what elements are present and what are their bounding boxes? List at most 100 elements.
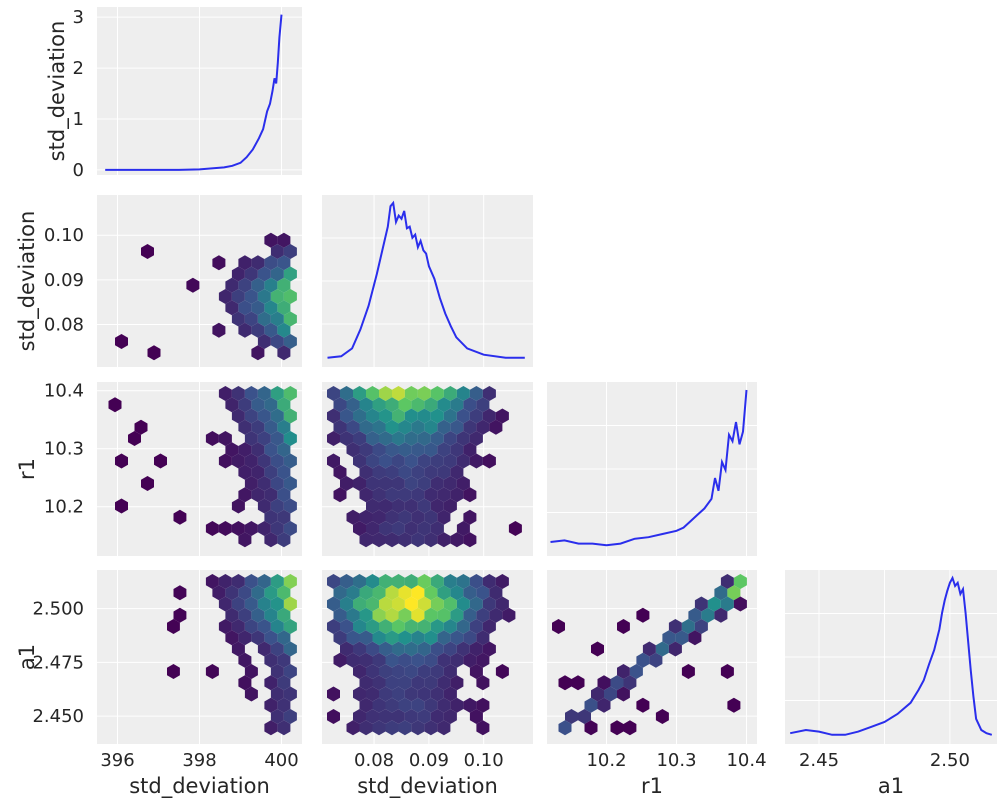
hexbin-cell [353, 686, 366, 702]
hexbin-cell [218, 453, 232, 469]
hexbin-cell [385, 397, 399, 413]
hexbin-cell [277, 300, 291, 316]
hexbin-cell [327, 596, 340, 612]
hexbin-cell [277, 345, 291, 361]
hexbin-cell [443, 686, 457, 702]
hexbin-cell [264, 532, 278, 548]
hexbin-cell [430, 664, 444, 679]
hexbin-cell [392, 686, 405, 702]
x-tick-label: 10.3 [656, 750, 696, 771]
hexbin-cell [372, 532, 386, 548]
hexbin-cell [238, 255, 252, 271]
hexbin-cell [437, 442, 451, 458]
hexbin-cell [366, 664, 379, 679]
hexbin-cell [450, 675, 464, 691]
hexbin-cell [463, 630, 477, 646]
hexbin-cell [379, 596, 392, 612]
hexbin-cell [238, 397, 252, 413]
hexbin-cell [251, 345, 265, 361]
hexbin-cell [591, 641, 604, 657]
hexbin-cell [482, 641, 496, 657]
hexbin-cell [392, 596, 405, 612]
y-tick-label: 0.09 [44, 270, 84, 291]
hexbin-cell [623, 675, 637, 691]
hexbin-cell [379, 476, 392, 491]
hexbin-cell [456, 641, 470, 657]
hexbin-cell [283, 244, 297, 259]
kde-line-r1-2 [550, 389, 748, 547]
hexbin-cell [372, 720, 386, 736]
hexbin-cell [270, 709, 284, 724]
hexbin-cell [257, 334, 271, 349]
hexbin-cell [333, 487, 347, 503]
hexbin-cell [283, 641, 297, 657]
hexbin-cell [636, 652, 650, 668]
x-tick-label: 0.08 [354, 750, 394, 771]
hexbin-cell [231, 619, 245, 634]
hexbin-cell [456, 574, 470, 589]
hexbin-cell [636, 697, 650, 713]
hexbin-cell [333, 397, 347, 413]
hexbin-cell [450, 630, 464, 646]
hexbin-cell [327, 709, 340, 724]
hexbin-cell [482, 386, 496, 401]
hexbin-cell [430, 521, 444, 536]
hexbin-cell [264, 442, 278, 458]
hexbin-cell [392, 476, 405, 491]
x-axis-label: a1 [878, 774, 904, 798]
hexbin-cell [277, 652, 291, 668]
hexbin-cell [353, 641, 366, 657]
hexbin-cell [404, 709, 418, 724]
hexbin-cell [385, 585, 399, 601]
hexbin-cell [346, 442, 360, 458]
hexbin-cell [392, 386, 405, 401]
hexbin-cell [404, 596, 418, 612]
hexbin-cell [353, 709, 366, 724]
x-tick-label: 396 [100, 750, 134, 771]
hexbin-cell [379, 574, 392, 589]
hexbin-cell [277, 509, 291, 525]
hexbin-cell [424, 419, 438, 435]
hexbin-cell [283, 574, 297, 589]
hexbin-cell [392, 619, 405, 634]
hexbin-cell [404, 431, 418, 446]
hexbin-cell [411, 442, 425, 458]
hexbin-cell [257, 521, 271, 536]
hexbin-cell [463, 442, 477, 458]
hexbin-cell [238, 277, 252, 293]
hexbin-cell [591, 686, 604, 702]
hexbin-cell [366, 498, 379, 514]
hexbin-cell [359, 397, 373, 413]
hexbin-cell [443, 619, 457, 634]
hexbin-cell [251, 300, 265, 316]
hexbin-cell [424, 675, 438, 691]
hexbin-cell [385, 442, 399, 458]
hexbin-cell [327, 408, 340, 424]
hexbin-cell [398, 720, 412, 736]
hexbin-cell [346, 585, 360, 601]
hexbin-cell [404, 664, 418, 679]
hexbin-cell [463, 509, 477, 525]
hexbin-cell [264, 397, 278, 413]
hexbin-cell [424, 630, 438, 646]
hexbin-cell [327, 574, 340, 589]
panel-r3-c3 [785, 570, 997, 744]
x-tick-label: 2.50 [930, 750, 970, 771]
hexbin-cell [597, 697, 611, 713]
hexbin-cell [417, 521, 431, 536]
hexbin-cell [231, 311, 245, 327]
hexbin-cell [392, 498, 405, 514]
hexbin-cell [476, 607, 490, 623]
hexbin-cell [277, 322, 291, 338]
hexbin-cell [392, 641, 405, 657]
hexbin-cell [424, 442, 438, 458]
hexbin-cell [244, 686, 258, 702]
hexbin-cell [257, 408, 271, 424]
hexbin-cell [270, 431, 284, 446]
hexbin-cell [270, 664, 284, 679]
hexbin-cell [482, 619, 496, 634]
hexbin-cell [636, 607, 650, 623]
hexbin-cell [495, 574, 509, 589]
hexbin-cell [430, 408, 444, 424]
hexbin-cell [392, 453, 405, 469]
